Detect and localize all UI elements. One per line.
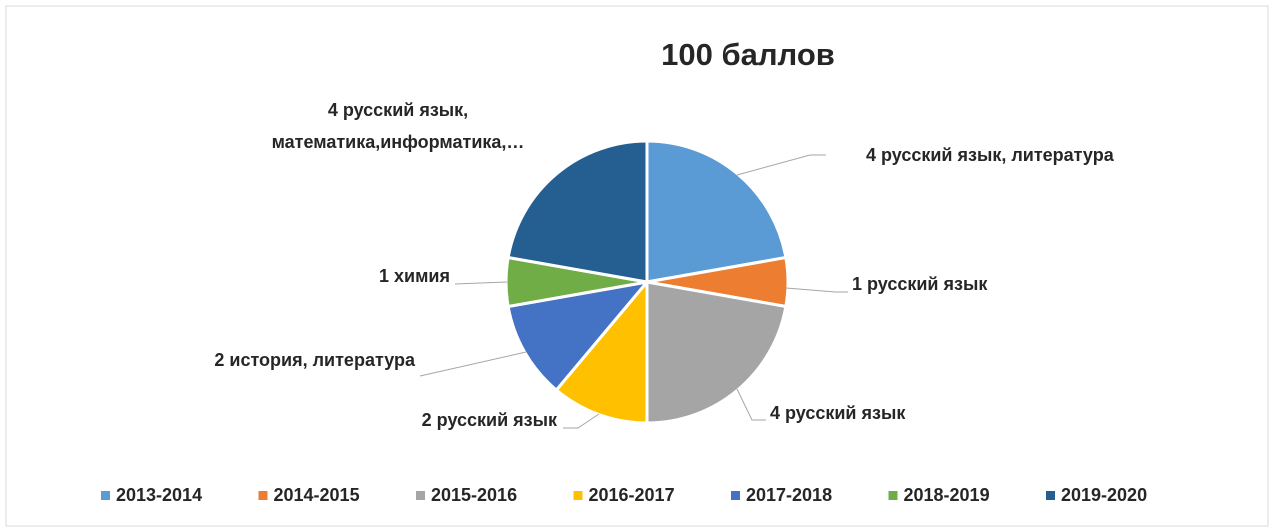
legend-swatch [1046,491,1055,500]
data-label: 1 химия [379,266,450,286]
data-label: 4 русский язык [770,403,906,423]
data-label: 1 русский язык [852,274,988,294]
legend-label: 2015-2016 [431,485,517,505]
data-label: 2 русский язык [421,410,557,430]
legend-swatch [731,491,740,500]
legend-swatch [888,491,898,500]
legend-label: 2013-2014 [116,485,202,505]
pie-slice [506,139,649,284]
pie-slice [645,139,788,284]
chart-title: 100 баллов [661,37,835,72]
leader-line [785,287,848,293]
leader-line [736,388,766,421]
leader-line [419,351,527,377]
data-label: 2 история, литература [214,350,415,370]
legend-label: 2016-2017 [589,485,675,505]
leader-line [454,281,508,285]
data-label: 4 русский язык, математика,информатика,… [271,100,525,152]
legend-label: 2019-2020 [1061,485,1147,505]
leader-line [736,154,826,176]
legend-swatch [101,491,110,500]
legend-label: 2018-2019 [904,485,990,505]
legend-swatch [573,491,583,500]
legend-label: 2014-2015 [274,485,360,505]
data-label: 4 русский язык, литература [866,145,1114,165]
legend-swatch [416,491,425,500]
legend-label: 2017-2018 [746,485,832,505]
legend-swatch [258,491,268,500]
leader-line [563,413,600,429]
